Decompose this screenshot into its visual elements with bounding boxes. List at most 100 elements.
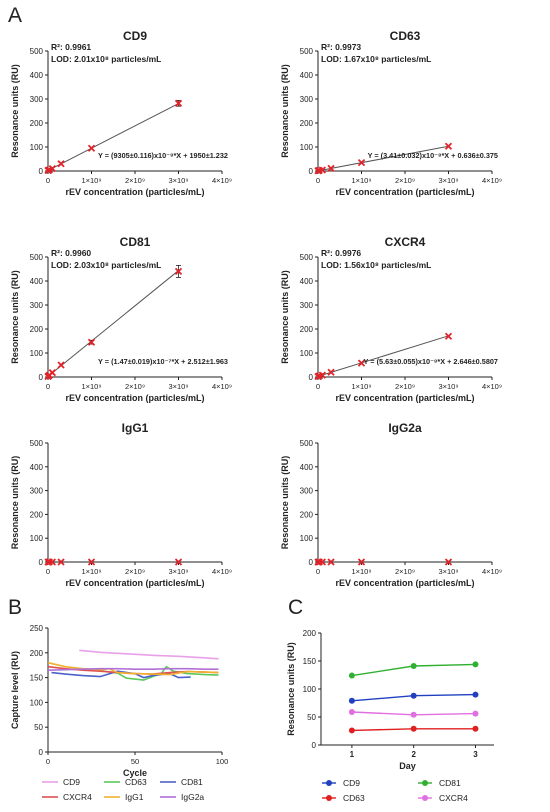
- legend-label: CD63: [343, 793, 365, 803]
- data-point-stroke: [357, 158, 366, 167]
- y-tick-label: 400: [300, 71, 314, 80]
- x-tick-label: 2×10⁹: [395, 176, 415, 185]
- x-tick-label: 3×10⁹: [168, 382, 188, 391]
- data-point-cd81: [410, 663, 417, 670]
- cd63-lod-label: LOD: 1.67x10⁸ particles/mL: [321, 54, 431, 64]
- cxcr4-lod-label: LOD: 1.56x10⁸ particles/mL: [321, 260, 431, 270]
- data-point-stroke: [87, 338, 96, 346]
- legend-item: CD63: [322, 793, 365, 803]
- data-point-stroke: [444, 558, 453, 566]
- data-point: [318, 166, 326, 174]
- cxcr4-chart-title: CXCR4: [385, 235, 426, 249]
- data-point-stroke: [327, 558, 335, 566]
- data-point: [327, 368, 335, 376]
- capture-plot: [47, 649, 219, 681]
- x-tick-label: 4×10⁹: [482, 176, 502, 185]
- legend-item: CD81: [418, 778, 461, 788]
- y-tick-label: 400: [30, 463, 44, 472]
- y-tick-label: 500: [300, 47, 314, 56]
- x-tick-label: 4×10⁹: [212, 176, 232, 185]
- igg1-axes: 0 100 200 300 400 500 0 1×10⁹ 2×10⁹ 3×10⁹ 4×10⁹ rEV…: [10, 439, 232, 588]
- data-point-stroke: [318, 558, 326, 566]
- data-point: [327, 558, 335, 566]
- days-axes: 0 50 100 150 200 1 2 3 Day Resonance units (RU): [286, 629, 494, 771]
- y-tick-label: 400: [300, 463, 314, 472]
- data-point: [57, 558, 65, 566]
- y-tick-label: 200: [300, 119, 314, 128]
- cd63-r2-label: R²: 0.9973: [321, 42, 361, 52]
- regression-line: [47, 103, 179, 171]
- x-axis-label: rEV concentration (particles/mL): [335, 578, 474, 588]
- y-tick-label: 300: [300, 487, 314, 496]
- x-axis-label: rEV concentration (particles/mL): [65, 187, 204, 197]
- data-point: [48, 558, 56, 566]
- x-tick-label: 4×10⁹: [482, 382, 502, 391]
- x-tick-label: 1: [350, 750, 355, 759]
- data-point: [444, 332, 453, 340]
- cxcr4-plot: [314, 332, 453, 381]
- cd81-plot: [44, 264, 183, 381]
- data-point-stroke: [444, 142, 453, 150]
- igg1-chart-title: IgG1: [122, 421, 149, 435]
- y-tick-label: 0: [39, 373, 44, 382]
- x-tick-label: 2×10⁹: [125, 382, 145, 391]
- x-tick-label: 3×10⁹: [168, 176, 188, 185]
- series-line-igg1: [47, 661, 219, 676]
- y-tick-label: 50: [34, 723, 43, 732]
- y-tick-label: 200: [30, 119, 44, 128]
- y-tick-label: 400: [30, 71, 44, 80]
- series-line-igg2a: [47, 667, 219, 671]
- regression-line: [317, 335, 449, 377]
- y-axis-label: Resonance units (RU): [10, 64, 20, 158]
- x-tick-label: 3×10⁹: [438, 176, 458, 185]
- data-point-cd63: [348, 727, 355, 734]
- series-line-cd9: [79, 649, 219, 660]
- legend-marker: [422, 795, 428, 801]
- data-point-stroke: [174, 99, 183, 107]
- x-axis-label: rEV concentration (particles/mL): [335, 187, 474, 197]
- y-tick-label: 300: [30, 487, 44, 496]
- cd81-equation-label: Y = (1.47±0.019)x10⁻⁷*X + 2.512±1.963: [98, 357, 228, 366]
- data-point: [444, 142, 453, 150]
- days-plot: [348, 661, 479, 734]
- x-tick-label: 4×10⁹: [482, 567, 502, 576]
- y-tick-label: 200: [30, 510, 44, 519]
- capture-legend: CD9 CD63 CD81 CXCR4 IgG1 IgG2a: [42, 777, 204, 802]
- y-tick-label: 300: [30, 95, 44, 104]
- y-axis-label: Resonance units (RU): [280, 456, 290, 550]
- legend-label: CXCR4: [439, 793, 468, 803]
- x-tick-label: 2×10⁹: [125, 567, 145, 576]
- data-point-cd81: [348, 672, 355, 679]
- data-point-stroke: [357, 359, 366, 367]
- cd63-axes: 0 100 200 300 400 500 0 1×10⁹ 2×10⁹ 3×10⁹ 4×10⁹ rEV…: [280, 47, 502, 197]
- data-point-stroke: [174, 558, 183, 566]
- data-point: [87, 144, 96, 152]
- cxcr4-axes: 0 100 200 300 400 500 0 1×10⁹ 2×10⁹ 3×10⁹ 4×10⁹ rEV…: [280, 253, 502, 403]
- data-point-stroke: [318, 166, 326, 174]
- x-axis-label: rEV concentration (particles/mL): [65, 393, 204, 403]
- y-tick-label: 200: [300, 325, 314, 334]
- y-tick-label: 200: [303, 629, 317, 638]
- y-tick-label: 300: [300, 95, 314, 104]
- data-point: [174, 99, 183, 107]
- y-tick-label: 400: [30, 277, 44, 286]
- y-tick-label: 0: [309, 167, 314, 176]
- igg2a-axes: 0 100 200 300 400 500 0 1×10⁹ 2×10⁹ 3×10⁹ 4×10⁹ rEV…: [280, 439, 502, 588]
- y-tick-label: 50: [307, 713, 316, 722]
- x-tick-label: 0: [316, 567, 320, 576]
- x-axis-label: rEV concentration (particles/mL): [65, 578, 204, 588]
- x-tick-label: 1×10⁹: [351, 567, 371, 576]
- x-tick-label: 3×10⁹: [438, 567, 458, 576]
- x-tick-label: 2: [411, 750, 416, 759]
- y-tick-label: 300: [300, 301, 314, 310]
- data-point-cd81: [472, 661, 479, 668]
- cd9-chart-title: CD9: [123, 29, 147, 43]
- data-point-stroke: [87, 144, 96, 152]
- x-tick-label: 100: [216, 757, 229, 766]
- x-tick-label: 4×10⁹: [212, 567, 232, 576]
- data-point: [57, 160, 65, 168]
- y-tick-label: 0: [39, 558, 44, 567]
- y-axis-label: Resonance units (RU): [286, 642, 296, 736]
- data-point-stroke: [327, 164, 335, 172]
- data-point-cxcr4: [348, 708, 355, 715]
